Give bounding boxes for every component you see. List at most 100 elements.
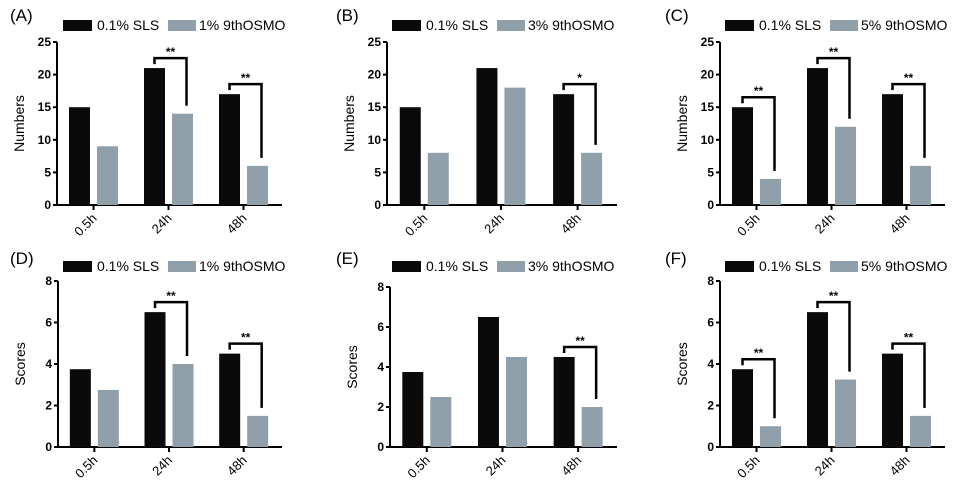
y-tick-label: 10 xyxy=(701,133,715,147)
significance-label: ** xyxy=(904,71,914,85)
bar-sls-24h xyxy=(807,312,828,447)
bar-osmo-24h xyxy=(172,113,193,205)
bar-osmo-24h xyxy=(504,87,526,205)
significance-label: ** xyxy=(575,334,585,348)
significance-label: ** xyxy=(241,331,251,345)
bar-osmo-48h xyxy=(910,415,931,447)
y-tick-label: 5 xyxy=(707,165,714,179)
x-tick-label: 48h xyxy=(558,211,584,237)
x-tick-label: 0.5h xyxy=(404,453,433,482)
x-tick-label: 48h xyxy=(224,453,250,479)
y-tick-label: 8 xyxy=(45,274,52,288)
bar-sls-24h xyxy=(477,317,499,447)
legend-label-sls: 0.1% SLS xyxy=(97,258,159,274)
y-tick-label: 20 xyxy=(38,68,52,82)
significance-label: ** xyxy=(754,346,764,360)
y-axis-title: Numbers xyxy=(674,95,690,152)
x-tick-label: 0.5h xyxy=(734,453,763,482)
legend-swatch-osmo xyxy=(497,261,525,272)
y-tick-label: 6 xyxy=(377,320,384,334)
legend: 0.1% SLS 3% 9thOSMO xyxy=(392,17,614,33)
bar-sls-0.5h xyxy=(399,107,421,205)
x-tick-label: 24h xyxy=(483,453,509,479)
legend: 0.1% SLS 5% 9thOSMO xyxy=(725,17,947,33)
panel-label: (D) xyxy=(10,249,34,268)
x-tick-label: 48h xyxy=(558,453,584,479)
bar-sls-24h xyxy=(144,68,165,205)
legend-swatch-osmo xyxy=(830,20,858,31)
bar-osmo-0.5h xyxy=(760,178,781,205)
bar-sls-48h xyxy=(882,353,903,447)
legend-swatch-osmo xyxy=(497,20,525,31)
y-tick-label: 10 xyxy=(38,133,52,147)
bar-sls-48h xyxy=(882,94,903,205)
panel-label: (A) xyxy=(10,6,33,25)
bar-sls-24h xyxy=(144,312,166,447)
bar-sls-48h xyxy=(219,353,241,447)
y-tick-label: 4 xyxy=(45,357,52,371)
significance-label: ** xyxy=(241,71,251,85)
panel-label: (E) xyxy=(336,249,359,268)
legend-swatch-osmo xyxy=(168,20,196,31)
y-axis-title: Scores xyxy=(674,342,690,386)
x-tick-label: 0.5h xyxy=(402,211,431,240)
y-tick-label: 4 xyxy=(707,357,714,371)
legend-label-osmo: 1% 9thOSMO xyxy=(199,258,285,274)
significance-bracket xyxy=(891,82,926,158)
bar-osmo-48h xyxy=(581,407,603,447)
legend-swatch-sls xyxy=(392,20,421,31)
bar-osmo-0.5h xyxy=(97,389,119,447)
legend: 0.1% SLS 5% 9thOSMO xyxy=(725,258,947,274)
significance-bracket xyxy=(816,300,851,372)
bar-osmo-24h xyxy=(505,357,527,447)
bar-osmo-0.5h xyxy=(97,146,118,205)
chart-panel-b: (B) 0.1% SLS 3% 9thOSMO 0 5 10 15 20 25 Numbers 0.… xyxy=(336,6,617,239)
legend-label-sls: 0.1% SLS xyxy=(759,17,821,33)
bar-osmo-48h xyxy=(247,415,269,447)
x-tick-label: 24h xyxy=(149,453,175,479)
bar-osmo-0.5h xyxy=(430,397,452,447)
y-tick-label: 6 xyxy=(45,316,52,330)
bar-sls-24h xyxy=(807,68,828,205)
y-tick-label: 15 xyxy=(38,100,52,114)
significance-bracket xyxy=(228,82,263,158)
y-axis-title: Numbers xyxy=(341,95,357,152)
y-tick-label: 0 xyxy=(44,198,51,212)
bar-sls-24h xyxy=(476,68,498,205)
significance-label: ** xyxy=(829,289,839,303)
legend-label-osmo: 5% 9thOSMO xyxy=(861,258,947,274)
bar-sls-0.5h xyxy=(732,107,753,205)
y-tick-label: 25 xyxy=(368,35,382,49)
y-axis-title: Numbers xyxy=(11,95,27,152)
chart-panel-e: (E) 0.1% SLS 3% 9thOSMO 0 2 4 6 8 Scores 0.5h 24h 4… xyxy=(336,249,617,481)
chart-panel-a: (A) 0.1% SLS 1% 9thOSMO 0 5 10 15 20 25 Numbers 0.… xyxy=(10,6,285,239)
y-tick-label: 8 xyxy=(707,274,714,288)
y-tick-label: 2 xyxy=(377,400,384,414)
bar-sls-0.5h xyxy=(402,372,424,447)
bar-osmo-0.5h xyxy=(427,152,449,205)
x-tick-label: 24h xyxy=(812,211,838,237)
legend-label-osmo: 5% 9thOSMO xyxy=(861,17,947,33)
x-tick-label: 48h xyxy=(887,453,913,479)
legend-swatch-sls xyxy=(63,20,92,31)
significance-bracket xyxy=(562,345,598,399)
legend-swatch-sls xyxy=(392,261,421,272)
bar-osmo-48h xyxy=(247,165,268,205)
bar-sls-0.5h xyxy=(732,369,753,447)
bar-sls-0.5h xyxy=(69,369,91,447)
significance-label: ** xyxy=(829,45,839,59)
y-tick-label: 10 xyxy=(368,133,382,147)
x-tick-label: 0.5h xyxy=(72,453,101,482)
significance-bracket xyxy=(741,357,776,419)
significance-bracket xyxy=(153,56,188,106)
y-tick-label: 0 xyxy=(45,440,52,454)
significance-bracket xyxy=(228,342,263,408)
bar-osmo-24h xyxy=(835,126,856,205)
y-tick-label: 5 xyxy=(44,165,51,179)
x-tick-label: 24h xyxy=(812,453,838,479)
y-tick-label: 0 xyxy=(707,198,714,212)
y-tick-label: 20 xyxy=(368,68,382,82)
y-tick-label: 6 xyxy=(707,316,714,330)
bar-sls-48h xyxy=(219,94,240,205)
significance-bracket xyxy=(153,300,189,356)
